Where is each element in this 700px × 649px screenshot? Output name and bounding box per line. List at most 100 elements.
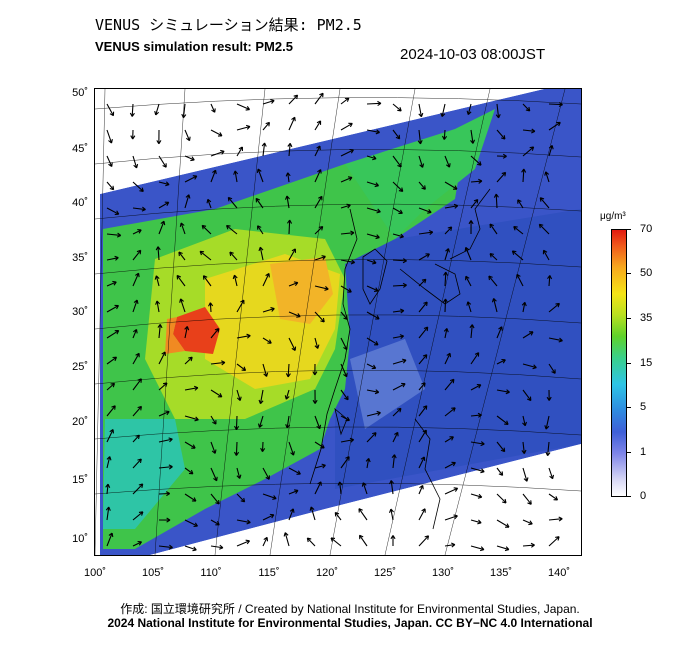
- wind-arrow: [261, 142, 267, 157]
- wind-arrow: [496, 326, 503, 339]
- wind-arrow: [392, 155, 402, 168]
- wind-arrow: [257, 415, 264, 428]
- wind-arrow: [184, 326, 190, 339]
- wind-arrow: [184, 155, 195, 162]
- wind-arrow: [544, 171, 550, 183]
- wind-arrow: [236, 519, 251, 525]
- colorbar-tick: [626, 496, 631, 497]
- wind-arrow: [544, 415, 550, 430]
- wind-arrow: [288, 467, 301, 475]
- wind-arrow: [284, 389, 290, 400]
- colorbar-tick: [626, 318, 631, 319]
- wind-arrow: [158, 437, 173, 443]
- wind-arrow: [178, 251, 186, 261]
- wind-arrow: [470, 412, 482, 418]
- wind-arrow: [226, 224, 238, 235]
- wind-arrow: [262, 363, 269, 377]
- wind-arrow: [288, 248, 297, 261]
- wind-arrow: [418, 405, 428, 417]
- wind-arrow: [262, 337, 272, 344]
- wind-arrow: [496, 171, 507, 183]
- wind-arrow: [361, 482, 368, 495]
- wind-arrow: [132, 352, 140, 365]
- wind-arrow: [257, 225, 264, 235]
- wind-arrow: [288, 508, 295, 521]
- wind-arrow: [496, 519, 510, 528]
- wind-arrow: [258, 246, 264, 261]
- wind-arrow: [132, 299, 139, 313]
- wind-arrow: [489, 223, 498, 235]
- wind-arrow: [314, 285, 329, 291]
- wind-arrow: [288, 311, 301, 318]
- wind-arrow: [366, 363, 377, 370]
- lat-label-50: 50˚: [72, 87, 88, 99]
- wind-arrow: [236, 103, 251, 111]
- wind-arrow: [548, 145, 554, 157]
- wind-arrow: [392, 282, 407, 288]
- wind-arrow: [392, 308, 405, 314]
- wind-arrow: [132, 405, 142, 417]
- lat-label-45: 45˚: [72, 143, 88, 155]
- map-panel: [94, 88, 582, 556]
- colorbar-tick: [626, 363, 631, 364]
- wind-arrow: [418, 354, 428, 365]
- wind-arrow: [516, 273, 524, 287]
- land-concentration-orange: [270, 257, 333, 324]
- wind-arrow: [340, 363, 348, 378]
- wind-arrow: [155, 246, 161, 261]
- wind-arrow: [522, 103, 531, 112]
- credit-line: 作成: 国立環境研究所 / Created by National Instit…: [120, 602, 580, 616]
- wind-arrow: [210, 467, 218, 482]
- wind-arrow: [158, 181, 170, 187]
- wind-arrow: [288, 116, 296, 131]
- wind-arrow: [129, 103, 135, 117]
- wind-arrow: [184, 194, 191, 209]
- wind-arrow: [106, 232, 122, 238]
- wind-arrow: [466, 103, 472, 115]
- wind-arrow: [366, 337, 379, 346]
- wind-arrow: [511, 250, 524, 261]
- wind-arrow: [443, 328, 449, 339]
- wind-arrow: [229, 251, 238, 261]
- northeast-concentration: [345, 109, 495, 239]
- wind-arrow: [522, 519, 533, 526]
- wind-arrow: [106, 429, 114, 443]
- wind-arrow: [470, 178, 483, 184]
- wind-arrow: [548, 101, 563, 107]
- lat-label-25: 25˚: [72, 361, 88, 373]
- wind-arrow: [132, 378, 142, 391]
- wind-arrow: [155, 300, 161, 313]
- wind-arrow: [210, 360, 226, 366]
- wind-arrow: [418, 456, 426, 469]
- wind-arrow: [444, 487, 459, 495]
- wind-arrow: [366, 155, 377, 161]
- wind-arrow: [236, 124, 251, 131]
- wind-arrow: [340, 230, 355, 236]
- wind-arrow: [210, 103, 216, 113]
- lon-label-130: 130˚: [431, 567, 455, 579]
- wind-arrow: [538, 223, 550, 235]
- colorbar-tick: [626, 273, 631, 274]
- wind-arrow: [496, 389, 510, 395]
- wind-arrow: [181, 103, 187, 119]
- wind-arrow: [314, 255, 326, 261]
- wind-arrow: [260, 441, 266, 452]
- wind-arrow: [314, 463, 326, 469]
- wind-arrow: [158, 544, 173, 550]
- wind-arrow: [262, 493, 277, 500]
- wind-arrow: [132, 229, 142, 235]
- wind-arrow: [132, 483, 144, 495]
- title-english: VENUS simulation result: PM2.5: [95, 39, 293, 54]
- lon-label-120: 120˚: [315, 567, 339, 579]
- wind-arrow: [517, 199, 524, 209]
- wind-arrow: [489, 253, 498, 261]
- wind-arrow: [548, 337, 563, 343]
- wind-arrow: [496, 493, 507, 504]
- wind-arrow: [392, 233, 404, 239]
- wind-arrow: [184, 493, 197, 502]
- wind-arrow: [340, 437, 355, 443]
- wind-arrow: [154, 103, 160, 116]
- wind-arrow: [392, 103, 402, 112]
- wind-arrow: [158, 201, 170, 209]
- wind-arrow: [548, 467, 555, 480]
